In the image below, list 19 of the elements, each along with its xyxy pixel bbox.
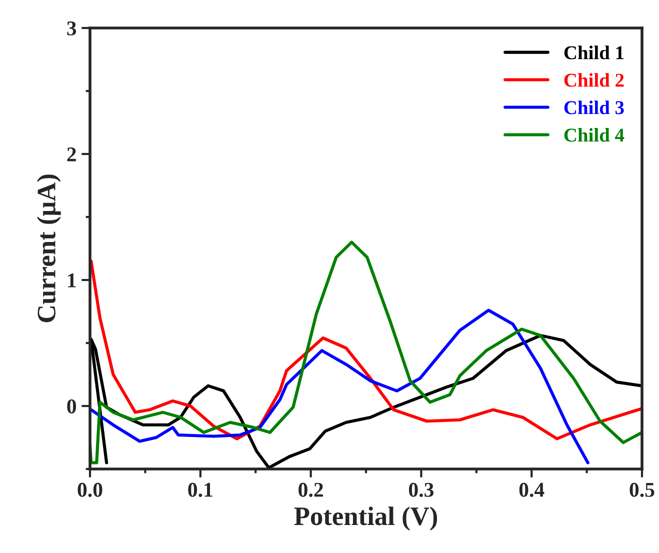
x-tick-label: 0.3: [408, 482, 434, 497]
legend-label: Child 1: [564, 46, 624, 60]
y-tick-label: 3: [67, 21, 76, 36]
line-series: [90, 260, 642, 440]
x-tick-label: 0.1: [188, 482, 212, 497]
legend-label: Child 3: [564, 100, 624, 114]
x-tick-label: 0.0: [78, 482, 102, 497]
x-tick-label: 0.4: [519, 482, 544, 497]
x-tick-label: 0.5: [630, 482, 654, 497]
x-tick-label: 0.2: [298, 482, 323, 497]
y-axis-title: Current (μA): [36, 174, 61, 322]
line-series: [90, 240, 642, 464]
legend-label: Child 4: [564, 128, 624, 142]
x-axis-title: Potential (V): [294, 506, 438, 531]
y-tick-label: 0: [67, 399, 76, 414]
line-series: [90, 308, 590, 464]
y-tick-label: 1: [68, 273, 76, 288]
legend-label: Child 2: [564, 73, 624, 87]
y-tick-label: 2: [67, 147, 76, 162]
